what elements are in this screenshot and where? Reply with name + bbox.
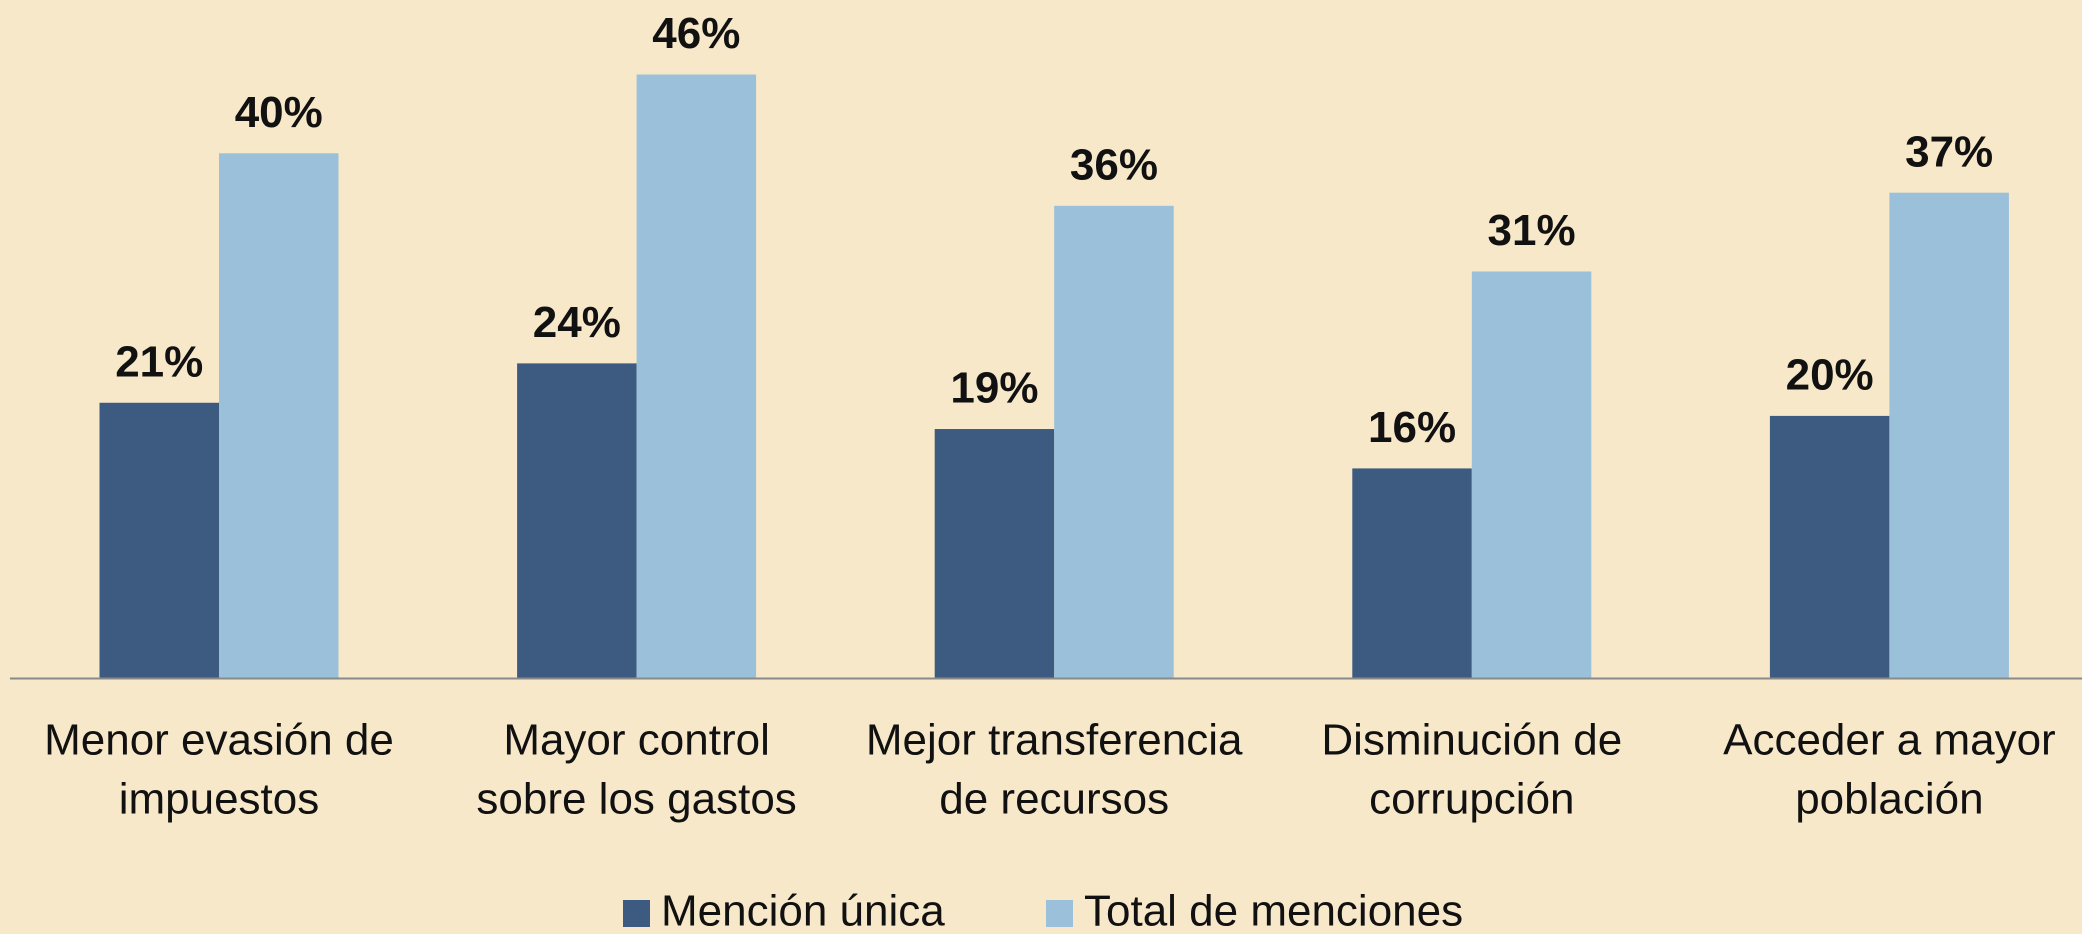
bar — [517, 363, 637, 679]
x-tick-label: Acceder a mayor — [1723, 716, 2056, 765]
value-label: 20% — [1786, 351, 1874, 400]
x-tick-label: Menor evasión de — [44, 716, 394, 765]
bar — [1769, 415, 1890, 679]
value-label: 24% — [533, 298, 621, 347]
bar — [1352, 468, 1472, 679]
bar — [934, 429, 1055, 679]
x-tick-label: sobre los gastos — [476, 775, 796, 824]
bar — [1054, 205, 1174, 679]
legend-label: Mención única — [661, 887, 945, 934]
value-label: 21% — [115, 337, 203, 386]
legend-swatch — [1046, 900, 1073, 927]
x-tick-label: población — [1795, 775, 1983, 824]
value-label: 19% — [950, 364, 1038, 413]
bar — [219, 153, 339, 679]
value-label: 36% — [1070, 140, 1158, 189]
bar — [1889, 192, 2009, 679]
bar — [636, 74, 757, 679]
bar — [99, 402, 219, 679]
value-label: 40% — [235, 88, 323, 137]
x-tick-label: impuestos — [119, 775, 320, 824]
value-label: 46% — [652, 9, 740, 58]
legend-label: Total de menciones — [1084, 887, 1463, 934]
legend-swatch — [623, 900, 650, 927]
bar — [1471, 271, 1592, 679]
x-tick-label: Mayor control — [503, 716, 770, 765]
x-tick-label: corrupción — [1369, 775, 1574, 824]
x-tick-label: Disminución de — [1321, 716, 1622, 765]
value-label: 31% — [1488, 206, 1576, 255]
x-tick-label: Mejor transferencia — [866, 716, 1243, 765]
value-label: 16% — [1368, 403, 1456, 452]
value-label: 37% — [1905, 127, 1993, 176]
x-tick-label: de recursos — [939, 775, 1169, 824]
